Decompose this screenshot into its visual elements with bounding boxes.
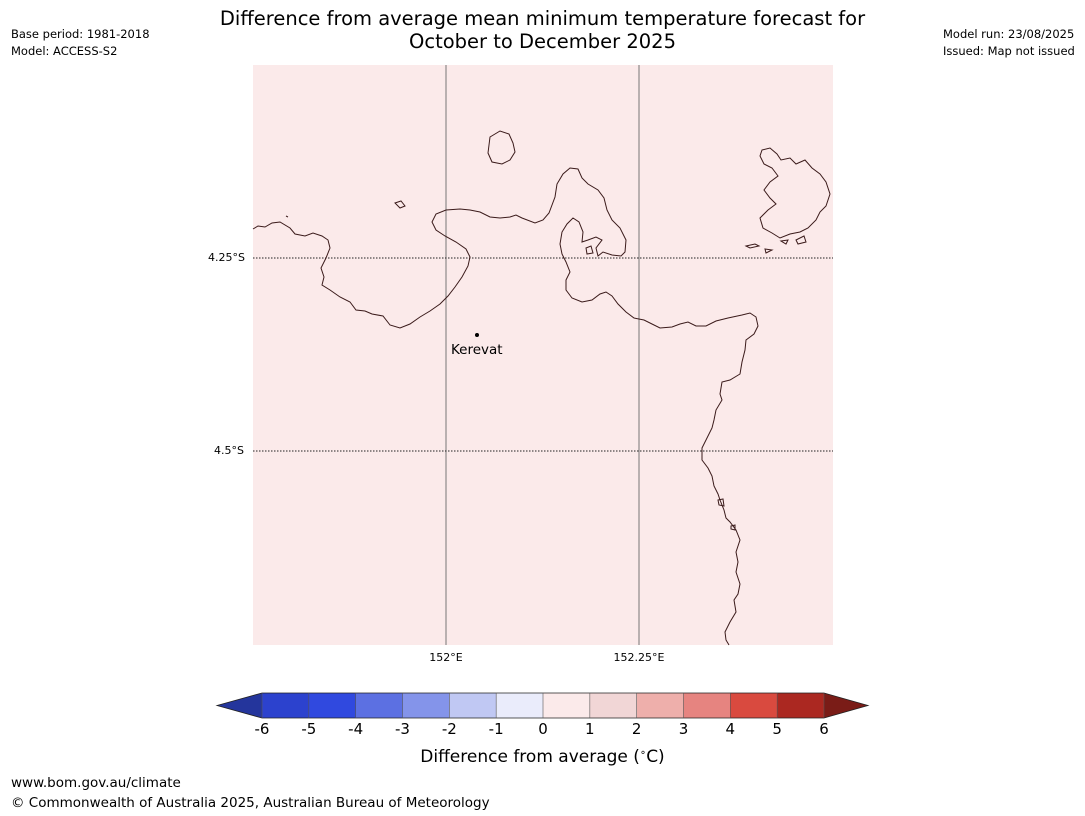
colorbar-tick-label: 3 (678, 720, 689, 738)
coastline-islet-e6 (730, 524, 736, 531)
colorbar-tick-label: 4 (725, 720, 736, 738)
base-period-text: Base period: 1981-2018 (11, 27, 150, 41)
colorbar-label-text: Difference from average ( (420, 747, 640, 767)
colorbar-tick-label: 0 (538, 720, 548, 738)
colorbar-segment (262, 693, 310, 718)
colorbar-tick-label: 6 (819, 720, 829, 738)
coastline-dot-west (285, 215, 289, 218)
colorbar-segment (777, 693, 825, 718)
coastline-islet-e4 (795, 235, 807, 245)
map-panel (253, 65, 833, 645)
lat-label-4-5s: 4.5°S (214, 444, 244, 457)
colorbar (215, 692, 870, 719)
colorbar-tick-label: 2 (631, 720, 642, 738)
coastline-islet-e2 (764, 248, 774, 254)
coastline (252, 130, 831, 646)
coastline-island-east (759, 147, 831, 239)
title-line-1: Difference from average mean minimum tem… (219, 7, 866, 30)
coastline-islet-e1 (744, 243, 761, 249)
colorbar-segment (683, 693, 731, 718)
colorbar-segment (730, 693, 778, 718)
colorbar-segment (355, 693, 403, 718)
colorbar-label-unit: C) (646, 747, 665, 767)
colorbar-segment (636, 693, 684, 718)
colorbar-tick-label: 5 (772, 720, 782, 738)
colorbar-tick-label: -5 (301, 720, 317, 738)
parallels (253, 257, 833, 452)
colorbar-segment (449, 693, 497, 718)
colorbar-tick-label: -6 (254, 720, 270, 738)
colorbar-tick-label: -4 (348, 720, 364, 738)
footer-copyright: © Commonwealth of Australia 2025, Austra… (11, 795, 490, 811)
coastline-island-north (487, 130, 516, 165)
colorbar-label: Difference from average (∘C) (0, 747, 1085, 767)
colorbar-extend-high (824, 693, 868, 718)
footer-url[interactable]: www.bom.gov.au/climate (11, 775, 181, 791)
colorbar-segment (589, 693, 638, 718)
kerevat-marker (475, 333, 479, 337)
coastline-islet-e5 (717, 498, 725, 507)
meridians (445, 65, 640, 645)
coastline-main (252, 167, 759, 646)
colorbar-tick-label: -3 (395, 720, 410, 738)
colorbar-segment (496, 693, 544, 718)
degree-symbol: ∘ (639, 747, 647, 759)
colorbar-tick-label: -1 (488, 720, 504, 738)
colorbar-tick-label: -2 (441, 720, 457, 738)
coastline-islet-e3 (779, 239, 789, 245)
colorbar-segment (543, 693, 591, 718)
lat-label-4-25s: 4.25°S (208, 251, 245, 264)
model-text: Model: ACCESS-S2 (11, 44, 118, 58)
map-title: Difference from average mean minimum tem… (0, 7, 1085, 53)
colorbar-extend-low (217, 693, 262, 718)
colorbar-segment (402, 693, 450, 718)
issued-text: Issued: Map not issued (943, 44, 1075, 58)
coastline-islet-west (394, 200, 406, 209)
colorbar-tick-label: 1 (585, 720, 595, 738)
lon-label-152-25e: 152.25°E (613, 651, 665, 664)
colorbar-segment (308, 693, 357, 718)
coastline-lagoon (585, 245, 594, 255)
place-label-kerevat: Kerevat (451, 342, 503, 358)
model-run-text: Model run: 23/08/2025 (943, 27, 1075, 41)
title-line-2: October to December 2025 (409, 30, 676, 53)
lon-label-152e: 152°E (429, 651, 463, 664)
